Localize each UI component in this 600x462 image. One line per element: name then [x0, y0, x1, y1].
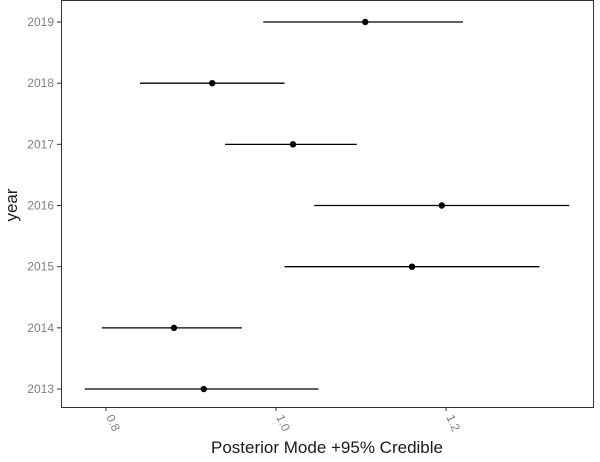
x-tick-label: 1.0: [273, 412, 293, 433]
plot-panel: [61, 0, 594, 408]
y-tick-label: 2015: [27, 260, 54, 274]
x-axis: 0.8 1.0 1.2: [103, 407, 463, 434]
y-tick-label: 2019: [27, 15, 54, 29]
x-tick-label: 1.2: [443, 412, 463, 433]
y-tick-label: 2016: [27, 199, 54, 213]
y-axis: 2013 2014 2015 2016 2017 2018 2019: [27, 15, 61, 396]
posterior-mode-point-2015: [408, 263, 416, 270]
y-tick-label: 2018: [27, 76, 54, 90]
posterior-mode-point-2019: [362, 18, 369, 26]
y-axis-title: year: [2, 188, 21, 221]
panel-border: [61, 0, 594, 408]
posterior-mode-point-2014: [170, 324, 178, 332]
posterior-mode-point-2017: [289, 141, 297, 148]
y-tick-label: 2017: [27, 137, 54, 151]
y-tick-label: 2013: [27, 382, 54, 396]
posterior-mode-point-2016: [438, 202, 445, 209]
x-tick-label: 0.8: [103, 412, 123, 433]
interval-series: [84, 18, 570, 393]
posterior-mode-point-2013: [200, 385, 207, 393]
posterior-mode-point-2018: [209, 79, 216, 87]
x-axis-title: Posterior Mode +95% Credible: [211, 438, 443, 457]
y-tick-label: 2014: [27, 321, 54, 335]
